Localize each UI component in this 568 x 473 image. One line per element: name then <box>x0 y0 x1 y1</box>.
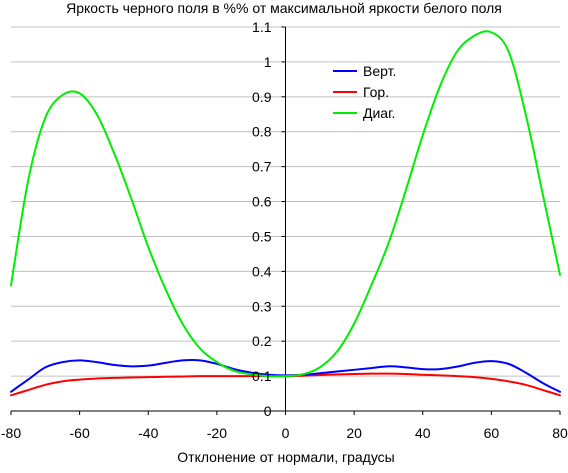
x-tick-label-1: -60 <box>70 425 90 441</box>
y-tick-label-6: 0.6 <box>252 194 272 210</box>
y-tick-label-7: 0.7 <box>252 159 272 175</box>
x-tick-label-6: 40 <box>415 425 431 441</box>
y-tick-label-10: 1 <box>264 54 272 70</box>
y-tick-label-9: 0.9 <box>252 89 272 105</box>
legend: Верт. Гор. Диаг. <box>333 63 396 121</box>
y-tick-label-11: 1.1 <box>252 19 272 35</box>
series-line-diag <box>10 30 561 378</box>
x-tick-label-4: 0 <box>282 425 290 441</box>
y-tick-label-3: 0.3 <box>252 298 272 314</box>
legend-label-hor: Гор. <box>363 84 389 100</box>
series-lines <box>10 30 561 397</box>
x-tick-label-2: -40 <box>138 425 158 441</box>
x-tick-label-8: 80 <box>552 425 568 441</box>
y-tick-label-1: 0.1 <box>252 368 272 384</box>
chart-title: Яркость черного поля в %% от максимально… <box>66 0 502 16</box>
tick-labels: 0 0.1 0.2 0.3 0.4 0.5 0.6 0.7 0.8 0.9 1 1.1 -80 -60 -4… <box>1 19 568 441</box>
x-tick-label-3: -20 <box>207 425 227 441</box>
legend-label-diag: Диаг. <box>363 105 395 121</box>
y-tick-label-5: 0.5 <box>252 228 272 244</box>
y-tick-label-0: 0 <box>264 403 272 419</box>
y-tick-label-2: 0.2 <box>252 333 272 349</box>
axes <box>10 26 561 415</box>
y-tick-label-8: 0.8 <box>252 124 272 140</box>
y-tick-label-4: 0.4 <box>252 263 272 279</box>
x-axis-label: Отклонение от нормали, градусы <box>177 449 394 465</box>
legend-label-vert: Верт. <box>363 63 396 79</box>
x-tick-label-5: 20 <box>346 425 362 441</box>
x-tick-label-7: 60 <box>484 425 500 441</box>
x-tick-label-0: -80 <box>1 425 21 441</box>
